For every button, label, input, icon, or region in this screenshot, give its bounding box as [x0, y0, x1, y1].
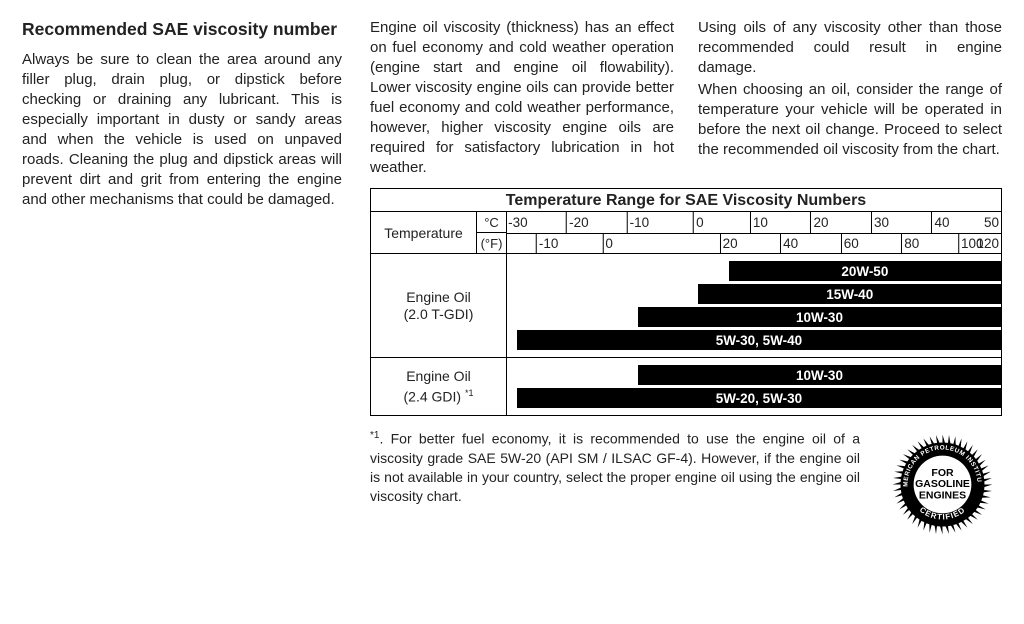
celsius-tick: 0	[693, 212, 704, 233]
temperature-units: °C (°F)	[476, 212, 506, 253]
viscosity-bars-area: 10W-30 5W-20, 5W-30	[507, 357, 1001, 415]
fahrenheit-tick: 60	[841, 234, 859, 255]
fahrenheit-tick: 0	[602, 234, 613, 255]
engine-oil-row-label: Engine Oil(2.4 GDI) *1	[371, 357, 507, 415]
footnote-body: . For better fuel economy, it is recomme…	[370, 431, 860, 504]
section-heading: Recommended SAE viscosity number	[22, 18, 342, 40]
svg-text:GASOLINE: GASOLINE	[915, 478, 970, 490]
svg-text:ENGINES: ENGINES	[918, 490, 965, 502]
left-column: Recommended SAE viscosity number Always …	[22, 18, 342, 537]
celsius-tick: 50	[984, 212, 1001, 233]
viscosity-bar-slot: 20W-50	[507, 261, 1001, 281]
fahrenheit-scale-row: -10020406080100120	[507, 233, 1001, 255]
celsius-tick: 20	[810, 212, 828, 233]
viscosity-bar-slot: 15W-40	[507, 284, 1001, 304]
temperature-label-cell: Temperature °C (°F)	[371, 211, 507, 253]
fahrenheit-tick: -10	[536, 234, 559, 255]
intro-paragraph-1: Engine oil viscosity (thickness) has an …	[370, 18, 674, 178]
celsius-unit: °C	[477, 212, 506, 233]
chart-grid: Temperature °C (°F) -30 -20 -10 0 10 20 30 40 50…	[371, 211, 1001, 415]
engine-oil-row-label: Engine Oil(2.0 T-GDI)	[371, 253, 507, 357]
viscosity-chart: Temperature Range for SAE Viscosity Numb…	[370, 188, 1002, 416]
viscosity-bar: 20W-50	[729, 261, 1001, 281]
celsius-tick: -10	[627, 212, 650, 233]
celsius-tick: -30	[506, 212, 528, 233]
celsius-tick: 30	[871, 212, 889, 233]
fahrenheit-tick: 20	[720, 234, 738, 255]
viscosity-bar-slot: 5W-20, 5W-30	[507, 388, 1001, 408]
footnote-and-seal: *1. For better fuel economy, it is recom…	[370, 426, 1002, 537]
intro-columns: Engine oil viscosity (thickness) has an …	[370, 18, 1002, 178]
api-seal: AMERICAN PETROLEUM INSTITUTE CERTIFIED F…	[882, 426, 1002, 537]
celsius-tick: 10	[750, 212, 768, 233]
viscosity-bar: 5W-30, 5W-40	[517, 330, 1001, 350]
fahrenheit-unit: (°F)	[477, 233, 506, 253]
viscosity-bar: 10W-30	[638, 307, 1001, 327]
fahrenheit-tick: 40	[780, 234, 798, 255]
fahrenheit-tick: 120	[976, 234, 1001, 255]
svg-text:FOR: FOR	[931, 467, 954, 479]
intro-paragraph-2a: Using oils of any viscosity other than t…	[698, 18, 1002, 78]
viscosity-bar-slot: 10W-30	[507, 307, 1001, 327]
footnote-text: *1. For better fuel economy, it is recom…	[370, 426, 872, 506]
intro-paragraph-2-wrap: Using oils of any viscosity other than t…	[698, 18, 1002, 178]
chart-title: Temperature Range for SAE Viscosity Numb…	[371, 189, 1001, 211]
viscosity-bars-area: 20W-50 15W-40 10W-30 5W-30, 5W-40	[507, 253, 1001, 357]
viscosity-bar-slot: 10W-30	[507, 365, 1001, 385]
viscosity-bar-slot: 5W-30, 5W-40	[507, 330, 1001, 350]
api-seal-svg: AMERICAN PETROLEUM INSTITUTE CERTIFIED F…	[890, 432, 995, 537]
viscosity-bar: 15W-40	[698, 284, 1001, 304]
celsius-scale-row: -30 -20 -10 0 10 20 30 40 50	[507, 212, 1001, 233]
viscosity-bar: 5W-20, 5W-30	[517, 388, 1001, 408]
celsius-tick: 40	[931, 212, 949, 233]
viscosity-bar: 10W-30	[638, 365, 1001, 385]
celsius-tick: -20	[566, 212, 589, 233]
intro-paragraph-2b: When choosing an oil, consider the range…	[698, 80, 1002, 160]
page: Recommended SAE viscosity number Always …	[0, 0, 1024, 541]
two-column-layout: Recommended SAE viscosity number Always …	[22, 18, 1002, 537]
temperature-label: Temperature	[371, 212, 476, 253]
fahrenheit-tick: 80	[901, 234, 919, 255]
temperature-scale: -30-20-1001020304050 -10020406080100120	[507, 211, 1001, 253]
right-column: Engine oil viscosity (thickness) has an …	[370, 18, 1002, 537]
left-body-text: Always be sure to clean the area around …	[22, 50, 342, 210]
